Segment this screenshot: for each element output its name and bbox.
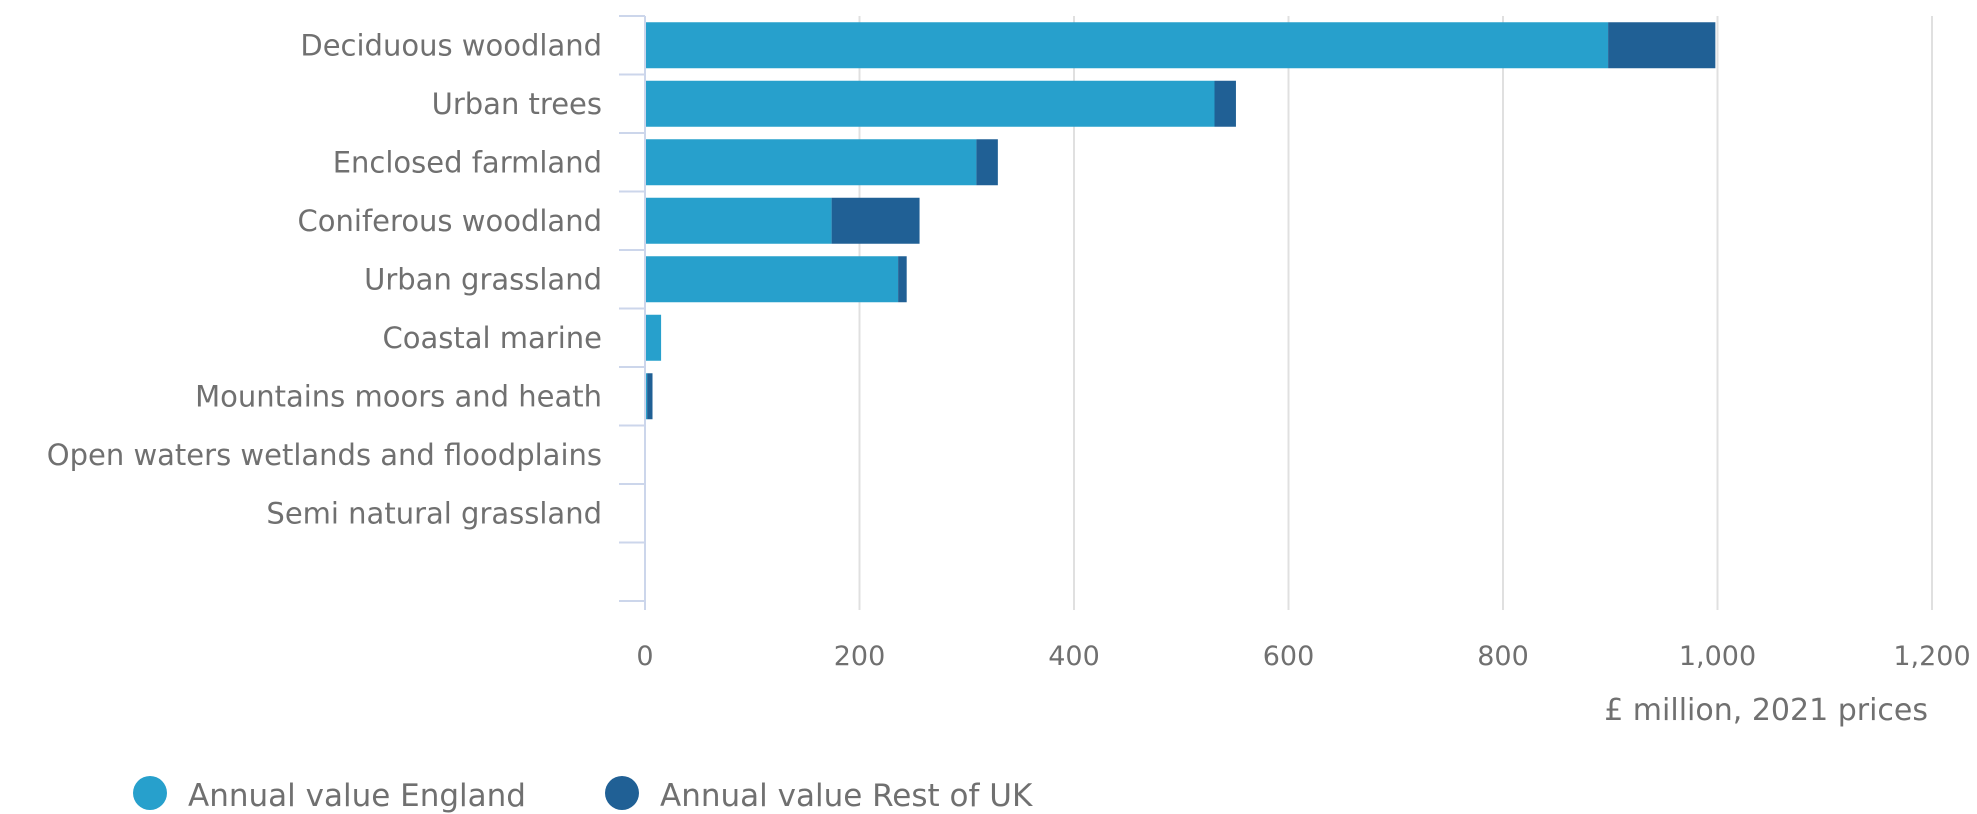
category-label: Deciduous woodland <box>300 28 602 62</box>
x-tick-label: 800 <box>1477 641 1529 672</box>
bar-segment <box>1214 80 1236 127</box>
bar-segment <box>645 256 899 303</box>
bar-segment <box>645 314 662 361</box>
bars <box>645 22 1716 420</box>
x-tick-label: 600 <box>1263 641 1315 672</box>
category-label: Coniferous woodland <box>298 204 602 238</box>
bar-segment <box>645 139 977 186</box>
bar-segment <box>976 139 998 186</box>
bar-segment <box>645 22 1609 69</box>
category-label: Urban trees <box>432 87 602 121</box>
category-labels: Deciduous woodland Urban trees Enclosed fa… <box>47 28 602 530</box>
legend: Annual value England Annual value Rest of… <box>133 776 1033 814</box>
legend-marker <box>133 776 167 810</box>
bar-segment <box>647 373 653 420</box>
x-tick-labels: 0 200 400 600 800 1,000 1,200 <box>636 641 1970 672</box>
category-label: Enclosed farmland <box>333 145 602 179</box>
category-label: Coastal marine <box>382 321 602 355</box>
x-tick-label: 1,000 <box>1679 641 1756 672</box>
legend-item-label[interactable]: Annual value Rest of UK <box>660 778 1033 814</box>
legend-marker <box>605 776 639 810</box>
x-tick-label: 400 <box>1048 641 1100 672</box>
category-label: Mountains moors and heath <box>195 379 602 413</box>
bar-segment <box>645 197 832 244</box>
bar-segment <box>645 373 648 420</box>
x-tick-label: 0 <box>636 641 653 672</box>
y-axis <box>619 15 646 610</box>
category-label: Open waters wetlands and floodplains <box>47 438 602 472</box>
bar-segment <box>645 80 1215 127</box>
x-tick-label: 1,200 <box>1893 641 1970 672</box>
legend-item-label[interactable]: Annual value England <box>188 778 526 814</box>
x-tick-label: 200 <box>834 641 886 672</box>
category-label: Semi natural grassland <box>266 496 602 530</box>
bar-segment <box>1608 22 1716 69</box>
bar-segment <box>898 256 907 303</box>
bar-segment <box>831 197 920 244</box>
category-label: Urban grassland <box>364 262 602 296</box>
x-axis-title: £ million, 2021 prices <box>1604 693 1928 728</box>
